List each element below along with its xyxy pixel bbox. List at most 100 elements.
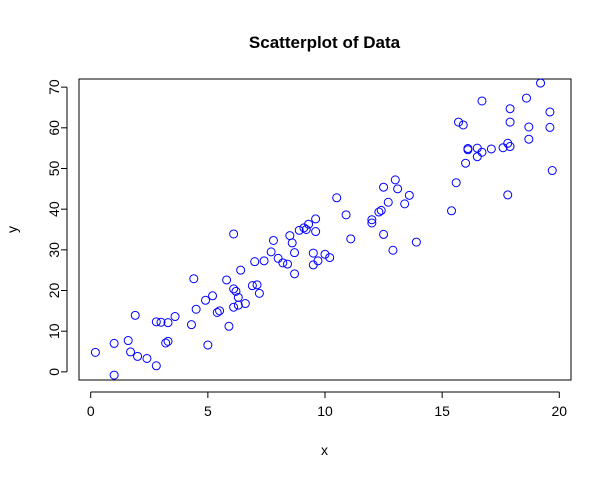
data-point bbox=[90, 347, 100, 357]
data-point bbox=[325, 253, 335, 263]
data-points bbox=[90, 78, 557, 380]
data-point bbox=[524, 134, 534, 144]
data-point bbox=[191, 304, 201, 314]
x-axis-label: x bbox=[321, 442, 328, 458]
data-point bbox=[229, 229, 239, 239]
data-point bbox=[524, 122, 534, 132]
data-point bbox=[486, 144, 496, 154]
data-point bbox=[311, 227, 321, 237]
data-point bbox=[109, 338, 119, 348]
data-point bbox=[301, 225, 311, 234]
plot-area-frame bbox=[78, 78, 572, 381]
data-point bbox=[186, 320, 196, 330]
x-axis: 0 5 10 15 20 bbox=[87, 391, 567, 419]
data-point bbox=[142, 353, 152, 363]
data-point bbox=[411, 237, 421, 247]
data-point bbox=[203, 340, 213, 350]
data-point bbox=[447, 206, 457, 216]
data-point bbox=[123, 336, 133, 346]
data-point bbox=[233, 292, 243, 302]
data-point bbox=[266, 247, 276, 257]
data-point bbox=[498, 143, 508, 153]
data-point bbox=[126, 347, 136, 357]
data-point bbox=[290, 269, 300, 279]
data-point bbox=[215, 306, 225, 316]
data-point bbox=[311, 214, 321, 224]
data-point bbox=[388, 245, 398, 255]
data-point bbox=[503, 190, 513, 200]
data-point bbox=[170, 312, 180, 322]
x-tick-label: 15 bbox=[434, 403, 450, 419]
data-point bbox=[163, 318, 173, 328]
data-point bbox=[313, 256, 323, 266]
data-point bbox=[472, 152, 482, 162]
data-point bbox=[404, 190, 414, 200]
data-point bbox=[477, 96, 487, 106]
chart-title: Scatterplot of Data bbox=[249, 33, 401, 52]
y-tick-label: 20 bbox=[46, 283, 62, 299]
data-point bbox=[320, 249, 330, 259]
data-point bbox=[252, 280, 262, 290]
data-point bbox=[133, 351, 143, 361]
y-axis-label: y bbox=[4, 226, 20, 233]
data-point bbox=[151, 361, 161, 371]
data-point bbox=[505, 104, 515, 114]
data-point bbox=[231, 286, 241, 296]
y-tick-label: 50 bbox=[46, 160, 62, 176]
data-point bbox=[254, 288, 264, 298]
data-point bbox=[304, 219, 314, 229]
data-point bbox=[208, 291, 218, 301]
data-point bbox=[461, 158, 471, 168]
data-point bbox=[212, 307, 222, 317]
data-point bbox=[201, 295, 211, 305]
data-point bbox=[189, 274, 199, 284]
data-point bbox=[367, 218, 377, 228]
data-point bbox=[547, 166, 557, 176]
y-tick-label: 40 bbox=[46, 201, 62, 217]
data-point bbox=[285, 231, 295, 241]
data-point bbox=[278, 258, 288, 268]
data-point bbox=[283, 259, 293, 269]
data-point bbox=[287, 238, 297, 248]
data-point bbox=[545, 122, 555, 132]
data-point bbox=[505, 142, 515, 152]
data-point bbox=[151, 317, 161, 327]
x-tick-label: 5 bbox=[204, 403, 212, 419]
data-point bbox=[521, 93, 531, 103]
y-tick-label: 70 bbox=[46, 79, 62, 95]
y-axis: 0 10 20 30 40 50 60 70 bbox=[46, 79, 68, 376]
data-point bbox=[156, 317, 166, 327]
data-point bbox=[376, 205, 386, 215]
data-point bbox=[229, 284, 239, 294]
data-point bbox=[250, 257, 260, 267]
data-point bbox=[268, 235, 278, 245]
data-point bbox=[161, 338, 171, 348]
data-point bbox=[477, 147, 487, 157]
data-point bbox=[383, 197, 393, 207]
data-point bbox=[379, 182, 389, 192]
y-tick-label: 0 bbox=[46, 368, 62, 376]
data-point bbox=[393, 184, 403, 194]
data-point bbox=[390, 175, 400, 185]
data-point bbox=[346, 234, 356, 244]
data-point bbox=[341, 210, 351, 220]
data-point bbox=[536, 78, 546, 88]
data-point bbox=[259, 256, 269, 266]
data-point bbox=[222, 275, 232, 285]
data-point bbox=[545, 107, 555, 117]
data-point bbox=[229, 302, 239, 312]
data-point bbox=[379, 229, 389, 239]
data-point bbox=[400, 199, 410, 209]
data-point bbox=[290, 248, 300, 258]
data-point bbox=[451, 178, 461, 188]
data-point bbox=[236, 265, 246, 275]
data-point bbox=[240, 299, 250, 309]
data-point bbox=[367, 215, 377, 225]
data-point bbox=[332, 193, 342, 203]
data-point bbox=[505, 117, 515, 127]
y-tick-label: 30 bbox=[46, 242, 62, 258]
data-point bbox=[273, 253, 283, 263]
data-point bbox=[294, 225, 304, 235]
data-point bbox=[454, 117, 464, 127]
data-point bbox=[463, 145, 473, 155]
